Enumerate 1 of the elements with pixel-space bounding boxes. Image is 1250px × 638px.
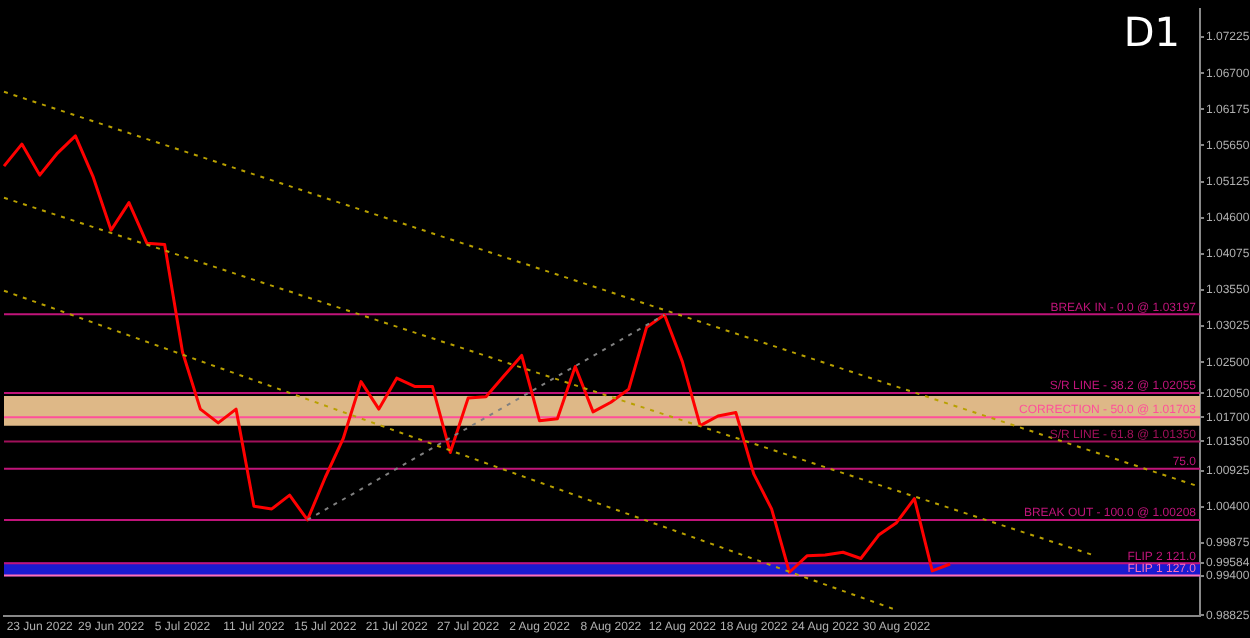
- chart-title: D1: [1123, 8, 1180, 57]
